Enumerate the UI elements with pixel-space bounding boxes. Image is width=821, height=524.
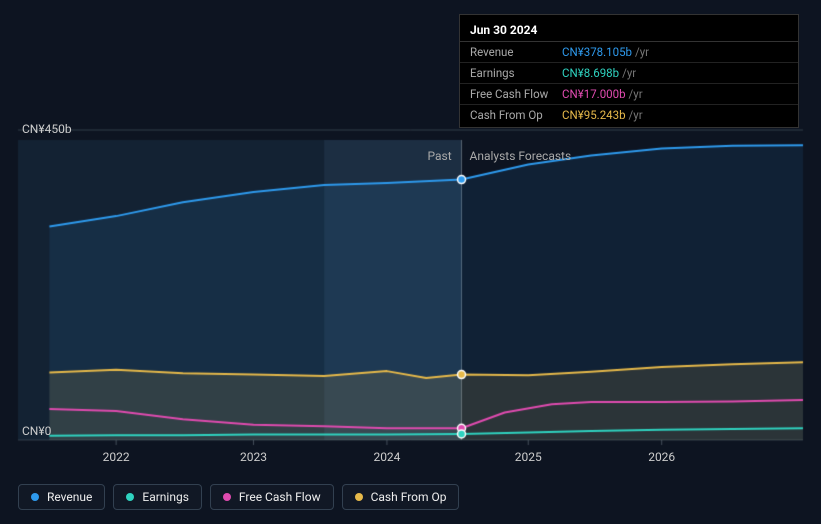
region-label-past: Past (428, 149, 452, 163)
legend-dot-icon (355, 493, 363, 501)
tooltip-row-fcf: Free Cash Flow CN¥17.000b /yr (460, 84, 798, 105)
chart-tooltip: Jun 30 2024 Revenue CN¥378.105b /yr Earn… (459, 14, 799, 128)
tooltip-label: Earnings (470, 66, 562, 80)
legend-item-revenue[interactable]: Revenue (18, 484, 105, 510)
region-label-forecast: Analysts Forecasts (470, 149, 572, 163)
legend-label: Earnings (142, 490, 189, 504)
axis-label: 2023 (240, 450, 267, 464)
axis-label: CN¥0 (22, 424, 51, 438)
tooltip-row-cfo: Cash From Op CN¥95.243b /yr (460, 105, 798, 125)
legend-dot-icon (223, 493, 231, 501)
tooltip-label: Free Cash Flow (470, 87, 562, 101)
tooltip-unit: /yr (629, 108, 643, 122)
legend-item-earnings[interactable]: Earnings (113, 484, 202, 510)
axis-label: 2026 (648, 450, 675, 464)
tooltip-value: CN¥378.105b (562, 45, 632, 59)
legend-item-fcf[interactable]: Free Cash Flow (210, 484, 334, 510)
tooltip-value: CN¥17.000b (562, 87, 626, 101)
axis-label: 2024 (373, 450, 400, 464)
tooltip-label: Cash From Op (470, 108, 562, 122)
legend-dot-icon (31, 493, 39, 501)
tooltip-value: CN¥95.243b (562, 108, 626, 122)
axis-label: 2025 (515, 450, 542, 464)
legend-label: Cash From Op (371, 490, 447, 504)
legend-label: Revenue (47, 490, 92, 504)
financials-forecast-chart: Jun 30 2024 Revenue CN¥378.105b /yr Earn… (0, 0, 821, 524)
legend-dot-icon (126, 493, 134, 501)
axis-label: CN¥450b (22, 122, 72, 136)
tooltip-unit: /yr (622, 66, 636, 80)
legend-label: Free Cash Flow (239, 490, 321, 504)
tooltip-date: Jun 30 2024 (460, 17, 798, 42)
tooltip-label: Revenue (470, 45, 562, 59)
tooltip-row-earnings: Earnings CN¥8.698b /yr (460, 63, 798, 84)
legend-item-cfo[interactable]: Cash From Op (342, 484, 460, 510)
tooltip-value: CN¥8.698b (562, 66, 619, 80)
axis-label: 2022 (103, 450, 130, 464)
tooltip-unit: /yr (629, 87, 643, 101)
chart-legend: Revenue Earnings Free Cash Flow Cash Fro… (18, 484, 459, 510)
tooltip-unit: /yr (635, 45, 649, 59)
tooltip-row-revenue: Revenue CN¥378.105b /yr (460, 42, 798, 63)
